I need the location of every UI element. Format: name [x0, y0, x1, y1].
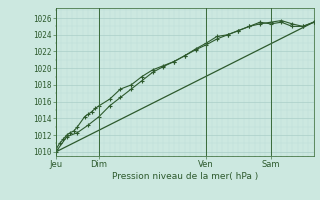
X-axis label: Pression niveau de la mer( hPa ): Pression niveau de la mer( hPa ) — [112, 172, 258, 181]
